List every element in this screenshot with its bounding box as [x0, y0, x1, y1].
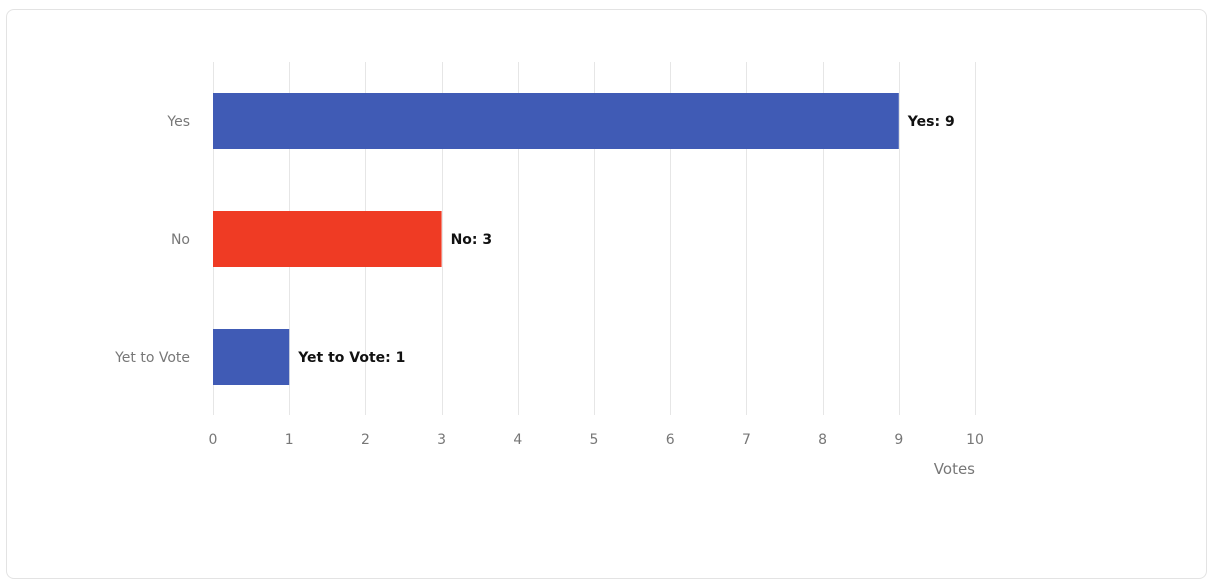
x-tick-label: 5 [590, 432, 599, 448]
x-tick-label: 10 [966, 432, 984, 448]
x-tick-labels: 0 1 2 3 4 5 6 7 8 9 10 [209, 432, 984, 448]
category-label: Yet to Vote [114, 350, 190, 366]
x-tick-label: 7 [742, 432, 751, 448]
x-axis-title: Votes [934, 460, 975, 478]
bars [213, 93, 899, 385]
x-tick-label: 0 [209, 432, 218, 448]
x-tick-label: 1 [285, 432, 294, 448]
x-tick-label: 3 [437, 432, 446, 448]
x-tick-label: 4 [513, 432, 522, 448]
x-tick-label: 6 [666, 432, 675, 448]
bar-yes [213, 93, 899, 149]
bar-yet-to-vote [213, 329, 290, 385]
data-label: Yet to Vote: 1 [297, 350, 405, 366]
category-label: Yes [166, 114, 190, 130]
data-label: No: 3 [451, 232, 493, 248]
x-tick-label: 9 [894, 432, 903, 448]
x-tick-label: 8 [818, 432, 827, 448]
data-label: Yes: 9 [907, 114, 955, 130]
data-labels: Yes: 9 No: 3 Yet to Vote: 1 [297, 114, 955, 366]
category-label: No [171, 232, 190, 248]
bar-no [213, 211, 442, 267]
x-tick-label: 2 [361, 432, 370, 448]
category-labels: Yes No Yet to Vote [114, 114, 190, 366]
